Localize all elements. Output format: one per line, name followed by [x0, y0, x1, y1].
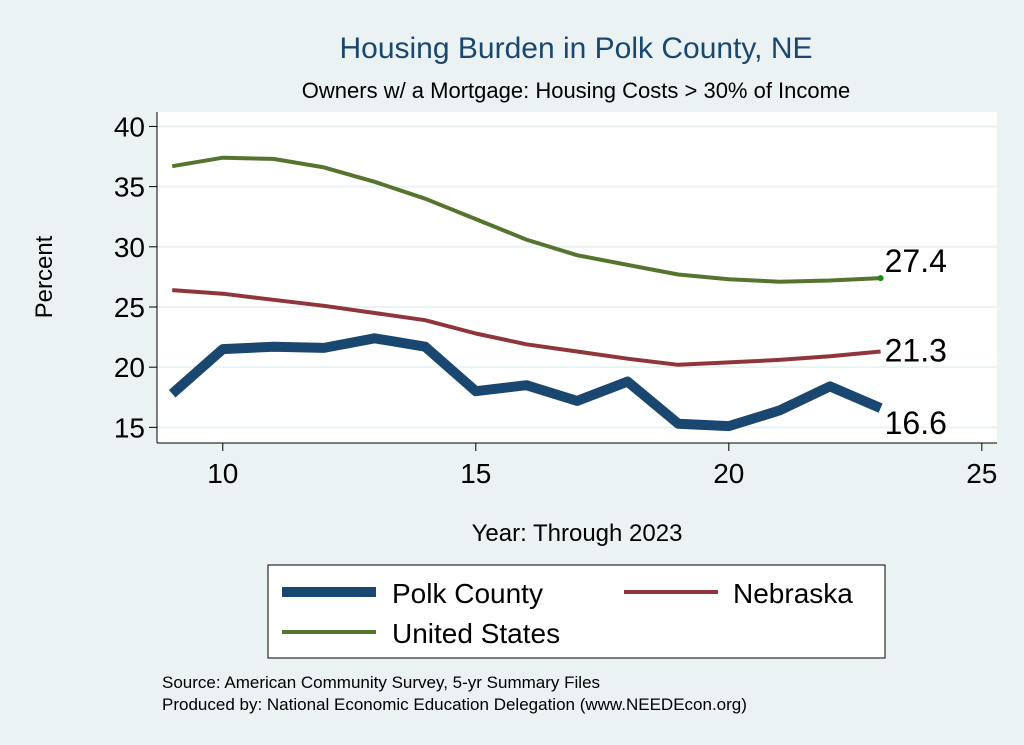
legend-box: [267, 564, 886, 659]
y-tick-label: 40: [114, 111, 145, 142]
legend-label-united-states: United States: [392, 618, 560, 649]
x-axis-ticks: 10 15 20 25: [207, 443, 997, 489]
end-labels: 16.6 21.3 27.4: [877, 243, 947, 441]
end-label-polk-county: 16.6: [885, 405, 947, 441]
y-tick-label: 25: [114, 292, 145, 323]
y-tick-label: 30: [114, 232, 145, 263]
x-tick-label: 10: [207, 458, 238, 489]
x-tick-label: 15: [460, 458, 491, 489]
chart-title: Housing Burden in Polk County, NE: [339, 32, 812, 65]
series-line-united-states: [171, 155, 881, 284]
x-tick-label: 20: [713, 458, 744, 489]
end-label-united-states: 27.4: [885, 243, 947, 279]
grid-lines: [157, 125, 997, 429]
legend-label-nebraska: Nebraska: [733, 578, 853, 609]
produced-by-note: Produced by: National Economic Education…: [162, 695, 747, 714]
x-axis-label: Year: Through 2023: [472, 520, 683, 547]
x-tick-label: 25: [966, 458, 997, 489]
legend-label-polk-county: Polk County: [392, 578, 543, 609]
series-line-nebraska: [172, 288, 881, 367]
source-note: Source: American Community Survey, 5-yr …: [162, 673, 600, 692]
y-axis-ticks: 15 20 25 30 35 40: [114, 111, 157, 443]
y-tick-label: 35: [114, 172, 145, 203]
y-tick-label: 15: [114, 412, 145, 443]
series-line-polk-county: [168, 333, 883, 432]
series-end-marker-united-states: [877, 275, 884, 282]
y-tick-label: 20: [114, 352, 145, 383]
end-label-nebraska: 21.3: [885, 333, 947, 369]
chart-subtitle: Owners w/ a Mortgage: Housing Costs > 30…: [302, 78, 850, 103]
y-axis-label: Percent: [31, 235, 58, 318]
series-lines: [168, 155, 883, 432]
